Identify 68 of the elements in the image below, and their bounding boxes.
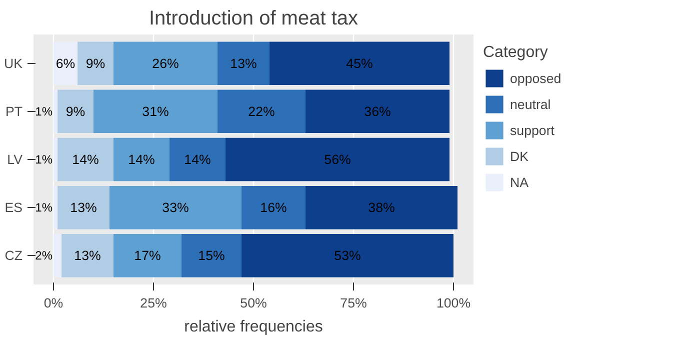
bar	[114, 138, 170, 182]
bar	[54, 42, 78, 85]
legend-label: opposed	[510, 70, 562, 86]
legend-label: neutral	[510, 96, 551, 112]
y-tick-label: PT	[5, 104, 22, 119]
bar	[242, 234, 454, 278]
x-axis-title: relative frequencies	[184, 318, 323, 336]
bar	[226, 138, 450, 182]
y-tick-label: CZ	[4, 248, 23, 264]
x-tick-label: 75%	[340, 296, 367, 310]
x-tick-label: 25%	[140, 296, 167, 310]
bar	[110, 186, 242, 230]
bar	[54, 90, 58, 134]
bar	[78, 42, 114, 85]
y-tick-label: ES	[4, 200, 23, 216]
bar	[218, 42, 270, 85]
data-label: 15%	[198, 248, 225, 264]
data-label: 1%	[35, 152, 53, 166]
data-label: 14%	[72, 152, 99, 167]
data-label: 1%	[35, 104, 53, 118]
y-tick-label: LV	[7, 152, 23, 167]
data-label: 13%	[230, 56, 257, 71]
legend-label: DK	[510, 148, 530, 164]
data-label: 14%	[128, 152, 155, 167]
data-label: 53%	[334, 248, 361, 264]
legend-label: support	[510, 122, 554, 138]
bar	[114, 42, 218, 85]
data-label: 17%	[134, 248, 161, 264]
legend-label: NA	[510, 174, 530, 190]
data-label: 22%	[248, 104, 275, 119]
bar	[306, 90, 450, 134]
bar	[58, 90, 94, 134]
bar	[58, 186, 110, 230]
legend-title: Category	[483, 44, 549, 62]
data-label: 36%	[364, 104, 391, 119]
data-label: 38%	[368, 200, 395, 216]
x-tick-label: 100%	[436, 296, 471, 310]
data-label: 9%	[86, 56, 106, 71]
x-tick-label: 50%	[240, 296, 267, 310]
bar	[114, 234, 182, 278]
data-label: 13%	[70, 200, 97, 216]
bar	[242, 186, 306, 230]
bar	[182, 234, 242, 278]
chart-title: Introduction of meat tax	[149, 8, 358, 30]
bar	[170, 138, 226, 182]
bar	[58, 138, 114, 182]
data-label: 56%	[324, 152, 351, 167]
bar	[54, 138, 58, 182]
data-label: 16%	[260, 200, 287, 216]
data-label: 14%	[184, 152, 211, 167]
bar	[62, 234, 114, 278]
bar	[94, 90, 218, 134]
bar	[306, 186, 458, 230]
data-label: 9%	[66, 104, 86, 119]
data-label: 13%	[74, 248, 101, 264]
y-tick-label: UK	[4, 56, 23, 71]
data-label: 33%	[162, 200, 189, 216]
data-label: 6%	[56, 56, 76, 71]
bar	[54, 186, 58, 230]
data-label: 26%	[152, 56, 179, 71]
data-label: 1%	[35, 200, 53, 215]
data-label: 2%	[35, 248, 53, 263]
data-label: 31%	[142, 104, 169, 119]
data-label: 45%	[346, 56, 373, 71]
bar	[270, 42, 450, 85]
bar	[54, 234, 62, 278]
bar	[218, 90, 306, 134]
x-tick-label: 0%	[44, 296, 64, 310]
